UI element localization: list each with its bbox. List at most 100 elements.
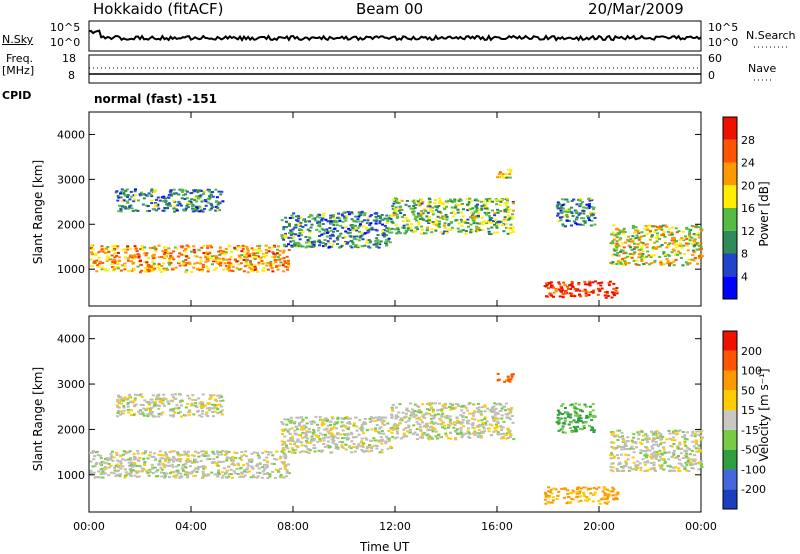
vel-echo-cell bbox=[352, 443, 356, 445]
vel-echo-cell bbox=[137, 470, 141, 473]
vel-echo-cell bbox=[495, 423, 498, 426]
power-echo-cell bbox=[508, 217, 512, 220]
power-echo-cell bbox=[446, 228, 450, 231]
vel-echo-cell bbox=[691, 440, 695, 443]
power-echo-cell bbox=[397, 230, 401, 233]
freq-tick-high: 18 bbox=[62, 52, 76, 65]
power-echo-cell bbox=[610, 262, 613, 265]
vel-echo-cell bbox=[229, 468, 233, 471]
vel-echo-cell bbox=[390, 406, 394, 409]
power-echo-cell bbox=[456, 208, 460, 211]
power-echo-cell bbox=[288, 224, 291, 227]
vel-echo-cell bbox=[444, 416, 448, 419]
power-echo-cell bbox=[150, 189, 154, 191]
vel-echo-cell bbox=[193, 450, 197, 453]
vel-echo-cell bbox=[507, 377, 510, 380]
vel-echo-cell bbox=[625, 445, 628, 447]
power-colorbar-tick: 4 bbox=[741, 270, 748, 283]
vel-echo-cell bbox=[660, 464, 664, 467]
vel-echo-cell bbox=[120, 412, 124, 415]
power-echo-cell bbox=[438, 220, 441, 223]
vel-echo-cell bbox=[262, 463, 266, 466]
power-echo-cell bbox=[298, 228, 302, 231]
vel-echo-cell bbox=[504, 402, 508, 405]
power-echo-cell bbox=[678, 252, 682, 255]
power-echo-cell bbox=[344, 230, 348, 233]
power-echo-cell bbox=[129, 190, 133, 193]
vel-echo-cell bbox=[477, 423, 481, 426]
vel-echo-cell bbox=[493, 418, 496, 421]
power-echo-cell bbox=[626, 238, 629, 241]
power-echo-cell bbox=[659, 261, 663, 264]
power-echo-cell bbox=[360, 211, 364, 214]
power-echo-cell bbox=[104, 268, 107, 271]
power-echo-cell bbox=[125, 188, 129, 191]
power-echo-cell bbox=[264, 244, 268, 247]
vel-echo-cell bbox=[497, 378, 501, 381]
vel-echo-cell bbox=[100, 464, 103, 466]
vel-echo-cell bbox=[476, 402, 480, 405]
vel-echo-cell bbox=[169, 472, 172, 475]
vel-echo-cell bbox=[655, 433, 659, 436]
power-echo-cell bbox=[510, 229, 514, 231]
vel-echo-cell bbox=[286, 430, 290, 433]
vel-echo-cell bbox=[146, 471, 150, 474]
power-echo-cell bbox=[469, 216, 472, 219]
vel-echo-cell bbox=[426, 424, 429, 427]
vel-echo-cell bbox=[340, 444, 344, 447]
power-echo-cell bbox=[208, 252, 212, 255]
vel-echo-cell bbox=[113, 466, 117, 469]
vel-echo-cell bbox=[340, 417, 344, 420]
vel-echo-cell bbox=[676, 447, 680, 450]
vel-echo-cell bbox=[577, 416, 581, 419]
vel-echo-cell bbox=[612, 455, 616, 458]
vel-echo-cell bbox=[431, 428, 435, 431]
vel-echo-cell bbox=[551, 499, 555, 502]
vel-echo-cell bbox=[434, 430, 438, 433]
power-echo-cell bbox=[548, 282, 552, 285]
vel-echo-cell bbox=[651, 456, 655, 459]
vel-echo-cell bbox=[556, 413, 560, 416]
power-echo-cell bbox=[318, 216, 322, 219]
vel-echo-cell bbox=[91, 451, 95, 454]
vel-echo-cell bbox=[487, 427, 491, 430]
power-echo-cell bbox=[422, 208, 426, 211]
vel-echo-cell bbox=[436, 413, 440, 416]
power-echo-cell bbox=[435, 209, 439, 212]
vel-echo-cell bbox=[335, 443, 339, 446]
power-echo-cell bbox=[690, 242, 694, 245]
power-echo-cell bbox=[321, 217, 325, 220]
vel-colorbar-tick: -100 bbox=[741, 463, 766, 476]
power-echo-cell bbox=[323, 239, 327, 241]
vel-echo-cell bbox=[103, 472, 107, 475]
vel-echo-cell bbox=[133, 470, 137, 473]
power-echo-cell bbox=[387, 237, 391, 240]
vel-echo-cell bbox=[153, 452, 157, 455]
power-echo-cell bbox=[130, 207, 134, 210]
vel-echo-cell bbox=[152, 405, 156, 408]
power-echo-cell bbox=[206, 255, 210, 258]
power-echo-cell bbox=[139, 259, 142, 262]
vel-echo-cell bbox=[405, 409, 409, 411]
vel-echo-cell bbox=[366, 445, 370, 448]
power-echo-cell bbox=[574, 289, 578, 292]
power-echo-cell bbox=[390, 227, 394, 230]
vel-colorbar-cell bbox=[723, 469, 737, 490]
power-echo-cell bbox=[648, 263, 652, 266]
vel-echo-cell bbox=[281, 430, 285, 432]
power-echo-cell bbox=[598, 282, 602, 284]
vel-echo-cell bbox=[468, 412, 472, 415]
power-echo-cell bbox=[500, 198, 504, 201]
vel-echo-cell bbox=[340, 445, 344, 448]
vel-echo-cell bbox=[373, 444, 377, 447]
power-echo-cell bbox=[150, 202, 154, 205]
power-echo-cell bbox=[482, 204, 486, 207]
vel-echo-cell bbox=[323, 417, 327, 420]
power-echo-cell bbox=[157, 244, 161, 247]
vel-echo-cell bbox=[565, 502, 569, 505]
power-echo-cell bbox=[152, 253, 156, 256]
vel-echo-cell bbox=[380, 451, 384, 454]
vel-echo-cell bbox=[379, 426, 383, 429]
power-echo-cell bbox=[619, 259, 623, 262]
power-echo-cell bbox=[437, 202, 441, 205]
